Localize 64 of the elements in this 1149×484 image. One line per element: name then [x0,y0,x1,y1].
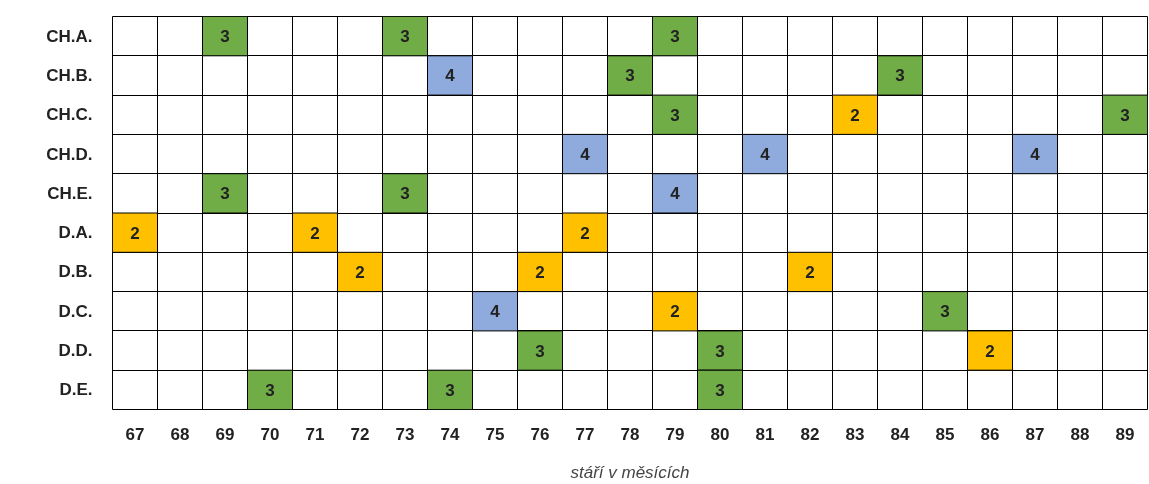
y-tick-label: CH.D. [46,144,93,164]
x-tick-label: 84 [890,424,910,444]
data-label: 3 [265,380,275,400]
y-tick-label: CH.B. [46,65,93,85]
x-tick-label: 69 [215,424,235,444]
y-tick-label: CH.E. [47,183,93,203]
x-tick-label: 67 [125,424,145,444]
y-tick-label: CH.C. [46,105,93,125]
x-tick-label: 78 [620,424,640,444]
x-tick-label: 87 [1025,424,1045,444]
data-label: 3 [715,341,725,361]
data-label: 3 [400,27,410,47]
data-label: 4 [490,302,501,322]
x-tick-label: 71 [305,424,325,444]
x-tick-label: 80 [710,424,730,444]
data-label: 3 [670,105,680,125]
y-tick-label: D.E. [59,380,93,400]
data-label: 2 [850,105,860,125]
y-tick-label: CH.A. [46,26,93,46]
data-label: 4 [670,184,681,204]
data-label: 3 [400,184,410,204]
data-label: 2 [355,262,365,282]
data-label: 3 [535,341,545,361]
data-label: 2 [670,302,680,322]
data-label: 3 [1120,105,1130,125]
x-tick-label: 86 [980,424,1000,444]
data-label: 2 [985,341,995,361]
data-label: 2 [535,262,545,282]
x-tick-label: 79 [665,424,685,444]
x-tick-label: 89 [1115,424,1135,444]
y-tick-label: D.C. [58,301,93,321]
x-tick-label: 77 [575,424,595,444]
data-label: 4 [760,145,771,165]
x-tick-label: 75 [485,424,505,444]
data-label: 2 [130,223,140,243]
data-label: 3 [445,380,455,400]
y-tick-label: D.A. [58,223,93,243]
data-label: 2 [805,262,815,282]
x-tick-label: 85 [935,424,955,444]
x-tick-label: 82 [800,424,820,444]
x-tick-label: 88 [1070,424,1090,444]
x-tick-label: 74 [440,424,460,444]
x-tick-label: 81 [755,424,775,444]
data-label: 2 [310,223,320,243]
data-label: 4 [445,66,456,86]
x-tick-label: 72 [350,424,370,444]
x-tick-label: 73 [395,424,415,444]
x-tick-label: 83 [845,424,865,444]
data-label: 3 [715,380,725,400]
data-label: 3 [220,27,230,47]
data-label: 3 [670,27,680,47]
data-label: 2 [580,223,590,243]
x-axis-title: stáří v měsících [570,462,690,482]
y-tick-label: D.D. [58,341,93,361]
x-tick-label: 70 [260,424,280,444]
x-tick-label: 76 [530,424,550,444]
data-label: 3 [625,66,635,86]
data-label: 3 [895,66,905,86]
data-label: 4 [1030,145,1041,165]
x-tick-label: 68 [170,424,190,444]
data-label: 3 [220,184,230,204]
y-tick-label: D.B. [58,262,93,282]
data-label: 4 [580,145,591,165]
data-label: 3 [940,302,950,322]
